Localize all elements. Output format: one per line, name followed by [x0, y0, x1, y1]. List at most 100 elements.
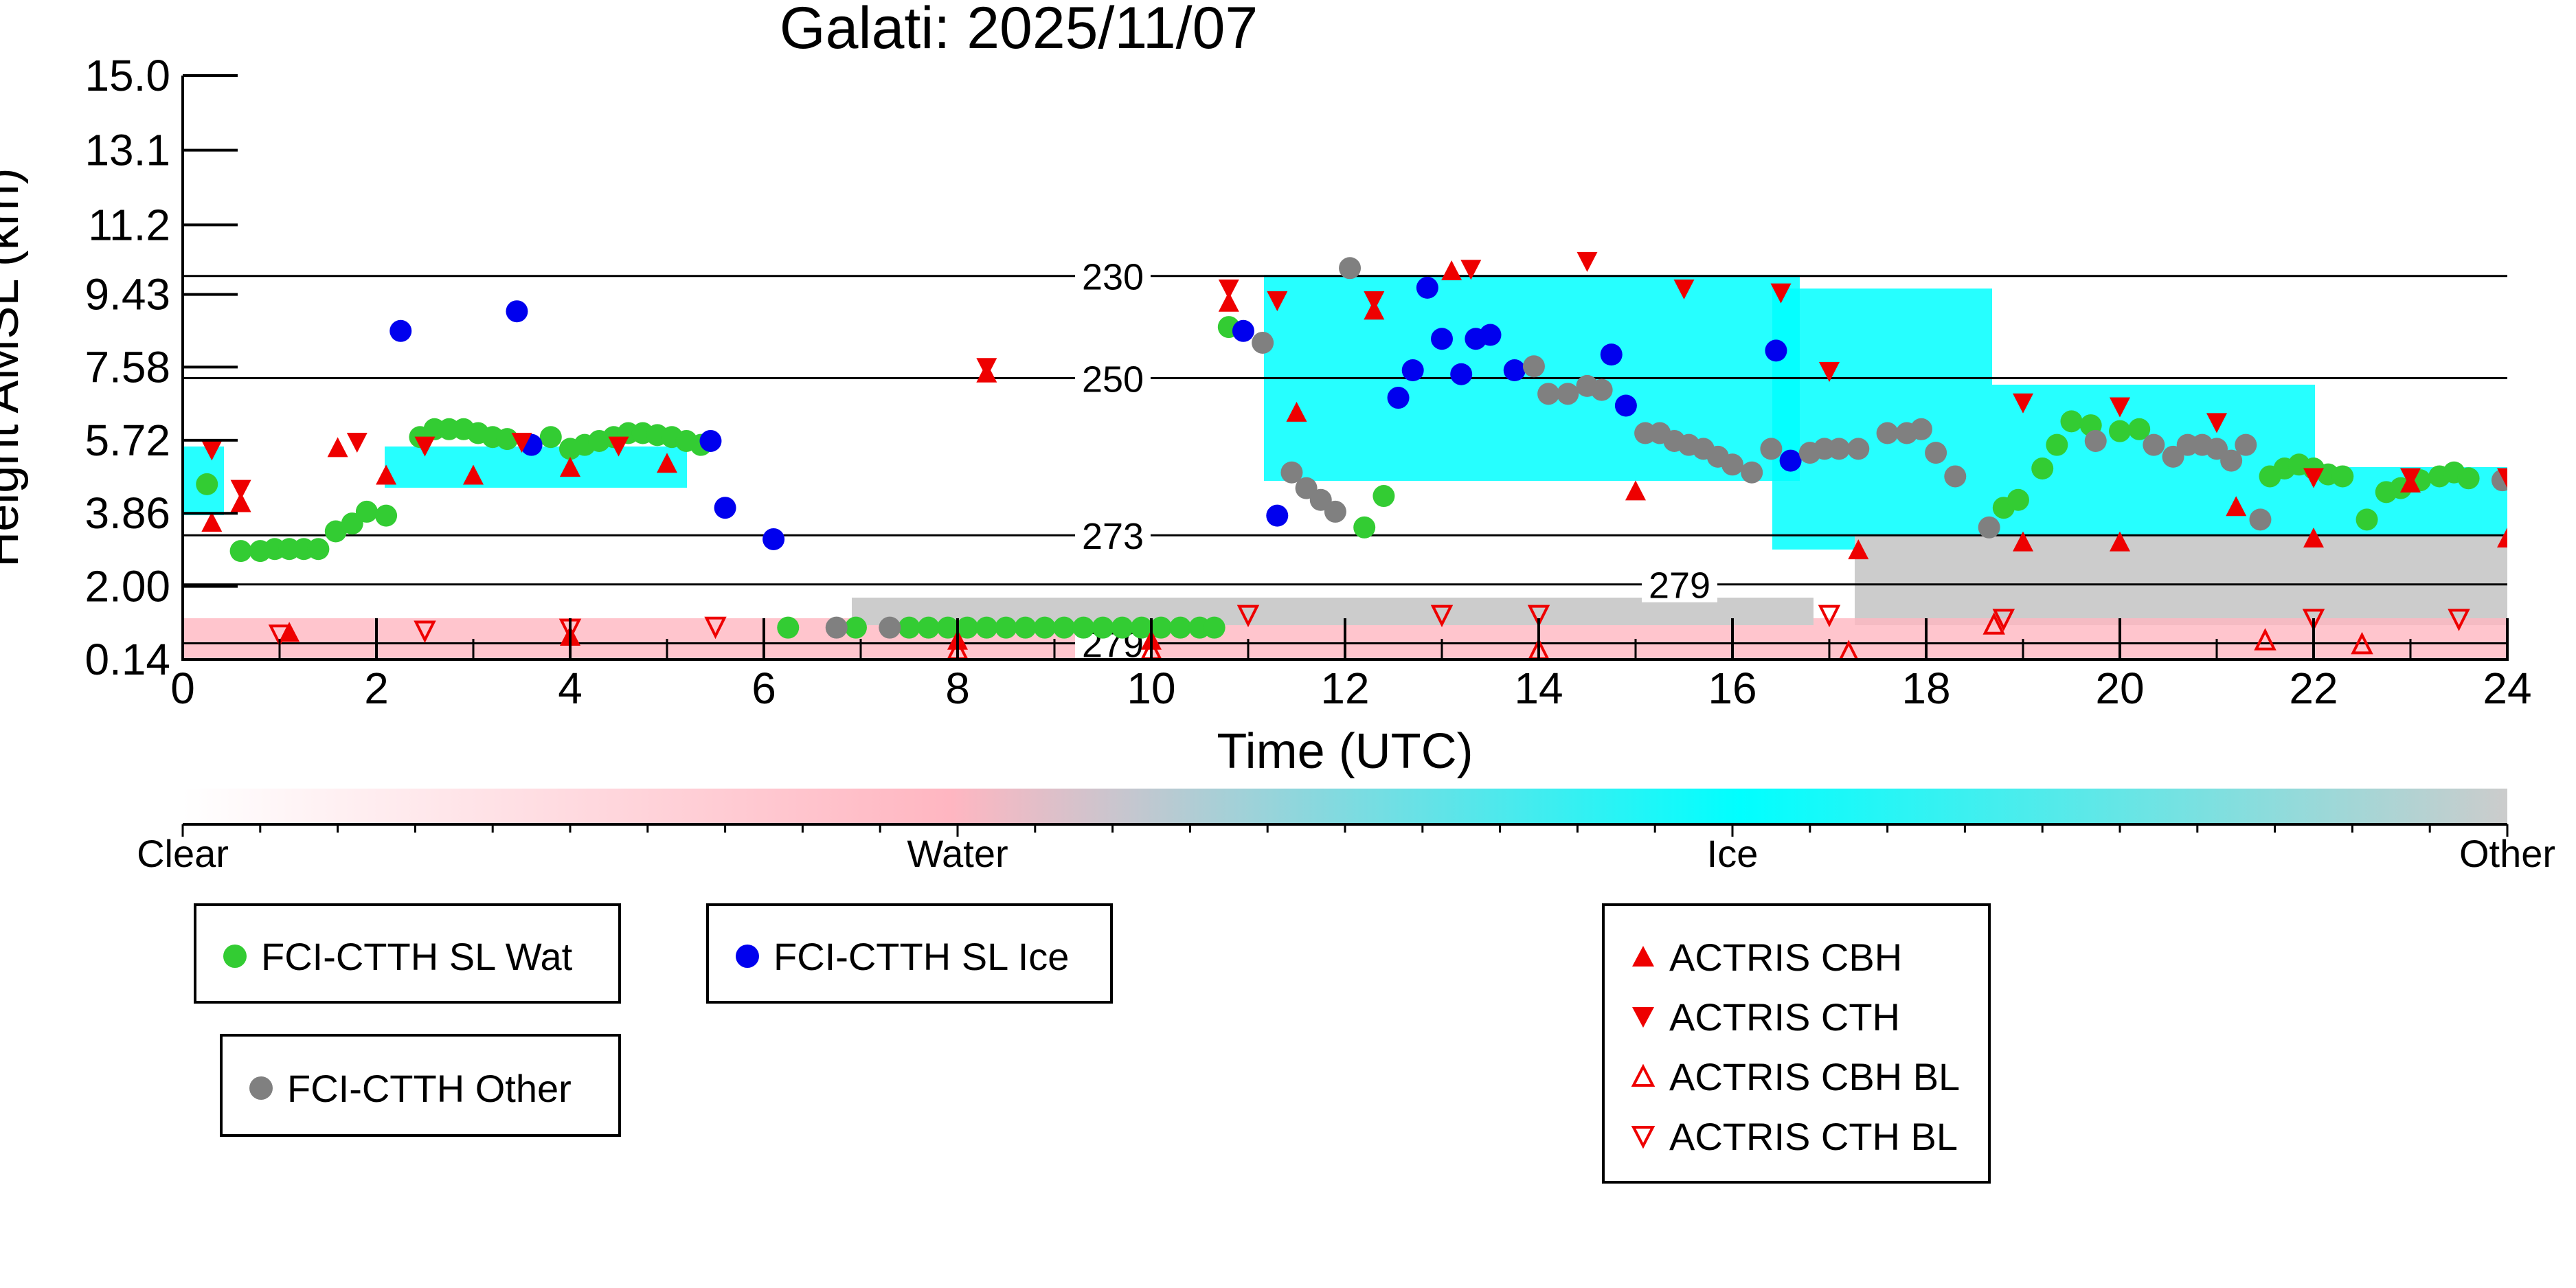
legend-box-actris: ACTRIS CBH ACTRIS CTH ACTRIS CBH BL ACTR… — [1602, 903, 1991, 1184]
contour-label: 230 — [1082, 257, 1144, 298]
data-point — [879, 616, 901, 639]
data-point — [2084, 429, 2107, 452]
y-tick-label: 11.2 — [88, 200, 170, 249]
data-point — [1760, 438, 1783, 460]
data-point — [1818, 605, 1841, 628]
data-point — [2303, 468, 2324, 488]
data-point — [1721, 453, 1743, 476]
data-point — [1280, 461, 1303, 484]
y-tick-label: 7.58 — [84, 342, 170, 392]
data-point — [1992, 609, 2015, 631]
data-point — [2220, 449, 2243, 472]
data-point — [825, 616, 848, 639]
data-point — [1252, 331, 1274, 354]
x-tick-label: 6 — [752, 664, 776, 713]
data-point — [2206, 413, 2227, 433]
data-point — [1401, 359, 1424, 382]
colorbar-ticks — [181, 824, 2509, 837]
data-point — [1431, 328, 1453, 350]
data-point — [201, 440, 223, 461]
series-fci-ctth-sl-ice — [389, 276, 1802, 550]
data-point — [1925, 442, 1947, 464]
data-point — [1169, 616, 1192, 639]
data-point — [1203, 616, 1225, 639]
contour-label-bg — [1642, 563, 1717, 602]
data-point — [2007, 488, 2029, 511]
data-point — [1416, 276, 1438, 299]
legend-label: ACTRIS CBH BL — [1669, 1054, 1961, 1098]
data-point — [2060, 410, 2083, 433]
data-point — [1479, 324, 1502, 346]
data-point — [2497, 468, 2507, 488]
legend-item: ACTRIS CTH — [1629, 995, 1900, 1039]
legend-item: ACTRIS CTH BL — [1629, 1114, 1958, 1158]
contour-label: 250 — [1082, 359, 1144, 400]
x-tick-label: 18 — [1901, 664, 1950, 713]
data-point — [1324, 500, 1346, 523]
y-tick-label: 13.1 — [84, 126, 170, 175]
data-point — [389, 319, 412, 342]
y-tick-label: 15.0 — [84, 51, 170, 100]
series-actris-cbh — [201, 260, 2507, 650]
data-point — [699, 429, 722, 452]
data-point — [1537, 383, 1560, 405]
legend-marker-triangle-up-open — [1631, 1063, 1656, 1087]
data-point — [1014, 616, 1037, 639]
data-point — [539, 426, 562, 449]
x-tick-label: 8 — [945, 664, 970, 713]
data-point — [2013, 393, 2033, 414]
x-ticks: 0 2 4 6 8 10 12 14 16 18 20 22 24 — [170, 618, 2532, 713]
data-point — [2457, 467, 2480, 490]
data-point — [1092, 616, 1114, 639]
x-tick-label: 10 — [1127, 664, 1175, 713]
data-point — [1765, 339, 1787, 362]
data-point — [1430, 605, 1454, 628]
data-point — [1295, 477, 1318, 499]
data-point — [2303, 527, 2324, 547]
legend-label: FCI-CTTH Other — [287, 1066, 572, 1110]
data-point — [327, 437, 348, 457]
data-point — [1522, 355, 1545, 378]
data-point — [1150, 616, 1173, 639]
y-tick-label: 9.43 — [84, 270, 170, 319]
data-point — [1819, 362, 1840, 383]
y-ticks: 0.14 2.00 3.86 5.72 7.58 9.43 11.2 13.1 15.0 — [84, 51, 238, 684]
data-point — [1848, 539, 1869, 560]
y-tick-label: 5.72 — [84, 416, 170, 465]
colorbar-label: Ice — [1707, 832, 1759, 875]
data-point — [2249, 508, 2272, 531]
x-tick-label: 16 — [1708, 664, 1756, 713]
legend-item: FCI-CTTH SL Wat — [221, 935, 572, 978]
colorbar-label: Water — [907, 832, 1008, 875]
data-point — [1625, 480, 1646, 501]
legend-marker-circle — [223, 945, 247, 968]
legend-marker-triangle-down — [1632, 1007, 1654, 1028]
data-point — [506, 300, 528, 323]
data-point — [1982, 612, 2005, 635]
chart-title: Galati: 2025/11/07 — [780, 0, 1258, 61]
contour-label-bg — [1075, 255, 1151, 294]
data-point — [2143, 433, 2165, 456]
legend-label: ACTRIS CTH BL — [1669, 1114, 1958, 1158]
data-point — [2400, 468, 2421, 488]
data-point — [1460, 260, 1482, 280]
data-point — [1236, 605, 1260, 628]
data-point — [2110, 531, 2130, 552]
data-point — [995, 616, 1017, 639]
data-point — [1218, 291, 1239, 312]
data-point — [1033, 616, 1056, 639]
data-point — [844, 616, 867, 639]
data-point — [704, 616, 727, 640]
x-tick-label: 4 — [558, 664, 583, 713]
data-point — [936, 616, 959, 639]
other-cloud-region — [1855, 536, 2507, 625]
x-axis-label: Time (UTC) — [1217, 724, 1473, 779]
legend-label: ACTRIS CBH — [1669, 935, 1903, 979]
data-point — [1072, 616, 1095, 639]
data-point — [762, 528, 785, 550]
data-point — [1232, 319, 1254, 342]
x-tick-label: 0 — [170, 664, 195, 713]
colorbar — [183, 789, 2507, 824]
data-point — [1590, 379, 1613, 401]
data-point — [560, 457, 580, 477]
